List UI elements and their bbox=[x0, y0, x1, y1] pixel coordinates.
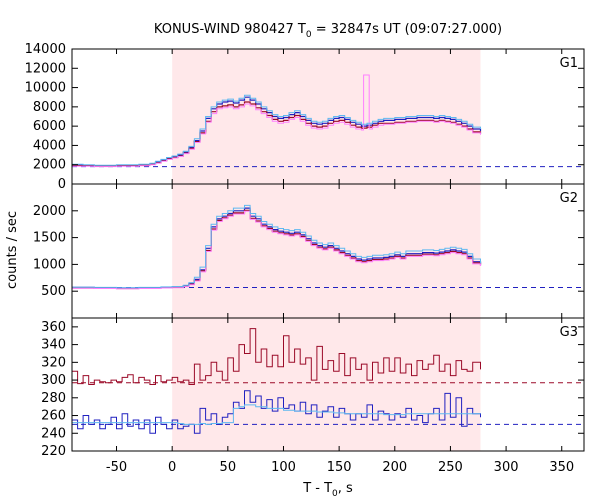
series-line bbox=[72, 204, 481, 289]
y-tick-label: 12000 bbox=[25, 61, 66, 76]
y-tick-label: 340 bbox=[41, 338, 66, 353]
y-tick-label: 220 bbox=[41, 444, 66, 459]
series-line bbox=[72, 390, 481, 434]
y-tick-label: 14000 bbox=[25, 42, 66, 57]
panel-frame bbox=[71, 317, 585, 452]
x-axis-label-prefix: T - T bbox=[302, 481, 332, 496]
y-tick-label: 2000 bbox=[33, 158, 66, 173]
highlight-band bbox=[172, 49, 481, 184]
chart-title: KONUS-WIND 980427 T0 = 32847s UT (09:07:… bbox=[154, 22, 502, 40]
chart-title-suffix: = 32847s UT (09:07:27.000) bbox=[312, 22, 502, 37]
y-tick-label: 360 bbox=[41, 320, 66, 335]
x-axis-label-suffix: , s bbox=[338, 481, 353, 496]
x-axis-ticks: -50 0 50 100 150 200 250 300 350 bbox=[106, 460, 574, 475]
x-tick-label: 50 bbox=[220, 460, 237, 475]
panels-group: 0 2000 4000 6000 8000 10000 12000 14000 G1 500 100… bbox=[25, 42, 585, 459]
y-tick-label: 2000 bbox=[33, 204, 66, 219]
series-line bbox=[72, 210, 481, 290]
y-tick-label: 6000 bbox=[33, 119, 66, 134]
panel-label: G3 bbox=[560, 325, 578, 340]
y-tick-label: 300 bbox=[41, 373, 66, 388]
y-tick-label: 0 bbox=[58, 177, 66, 192]
y-tick-label: 1500 bbox=[33, 231, 66, 246]
y-tick-label: 280 bbox=[41, 391, 66, 406]
panel-g1: 0 2000 4000 6000 8000 10000 12000 14000 G1 bbox=[25, 42, 585, 192]
y-tick-label: 240 bbox=[41, 426, 66, 441]
x-tick-label: 100 bbox=[271, 460, 296, 475]
y-tick-label: 8000 bbox=[33, 100, 66, 115]
panel-label: G2 bbox=[560, 191, 578, 206]
series-line bbox=[72, 328, 481, 385]
y-tick-label: 500 bbox=[41, 284, 66, 299]
y-axis-label: counts / sec bbox=[5, 211, 20, 289]
x-axis-label: T - T0, s bbox=[302, 481, 353, 499]
y-tick-label: 4000 bbox=[33, 138, 66, 153]
series-line bbox=[72, 74, 481, 168]
chart-title-subscript: 0 bbox=[306, 30, 312, 40]
y-tick-label: 10000 bbox=[25, 81, 66, 96]
x-tick-label: 250 bbox=[438, 460, 463, 475]
x-tick-label: 300 bbox=[494, 460, 519, 475]
x-tick-label: 0 bbox=[168, 460, 176, 475]
y-tick-label: 320 bbox=[41, 355, 66, 370]
series-line bbox=[72, 404, 481, 425]
x-tick-label: 150 bbox=[327, 460, 352, 475]
x-tick-label: 200 bbox=[382, 460, 407, 475]
y-tick-label: 1000 bbox=[33, 257, 66, 272]
y-tick-label: 260 bbox=[41, 409, 66, 424]
x-tick-label: 350 bbox=[549, 460, 574, 475]
series-line bbox=[72, 94, 481, 166]
panel-g2: 500 1000 1500 2000 G2 bbox=[33, 183, 585, 319]
x-axis-label-subscript: 0 bbox=[332, 489, 338, 499]
panel-label: G1 bbox=[560, 56, 578, 71]
highlight-band bbox=[172, 318, 481, 451]
chart-title-prefix: KONUS-WIND 980427 T bbox=[154, 22, 306, 37]
x-tick-label: -50 bbox=[106, 460, 127, 475]
panel-g3: 220 240 260 280 300 320 340 360 G3 bbox=[41, 317, 585, 459]
highlight-band bbox=[172, 184, 481, 318]
